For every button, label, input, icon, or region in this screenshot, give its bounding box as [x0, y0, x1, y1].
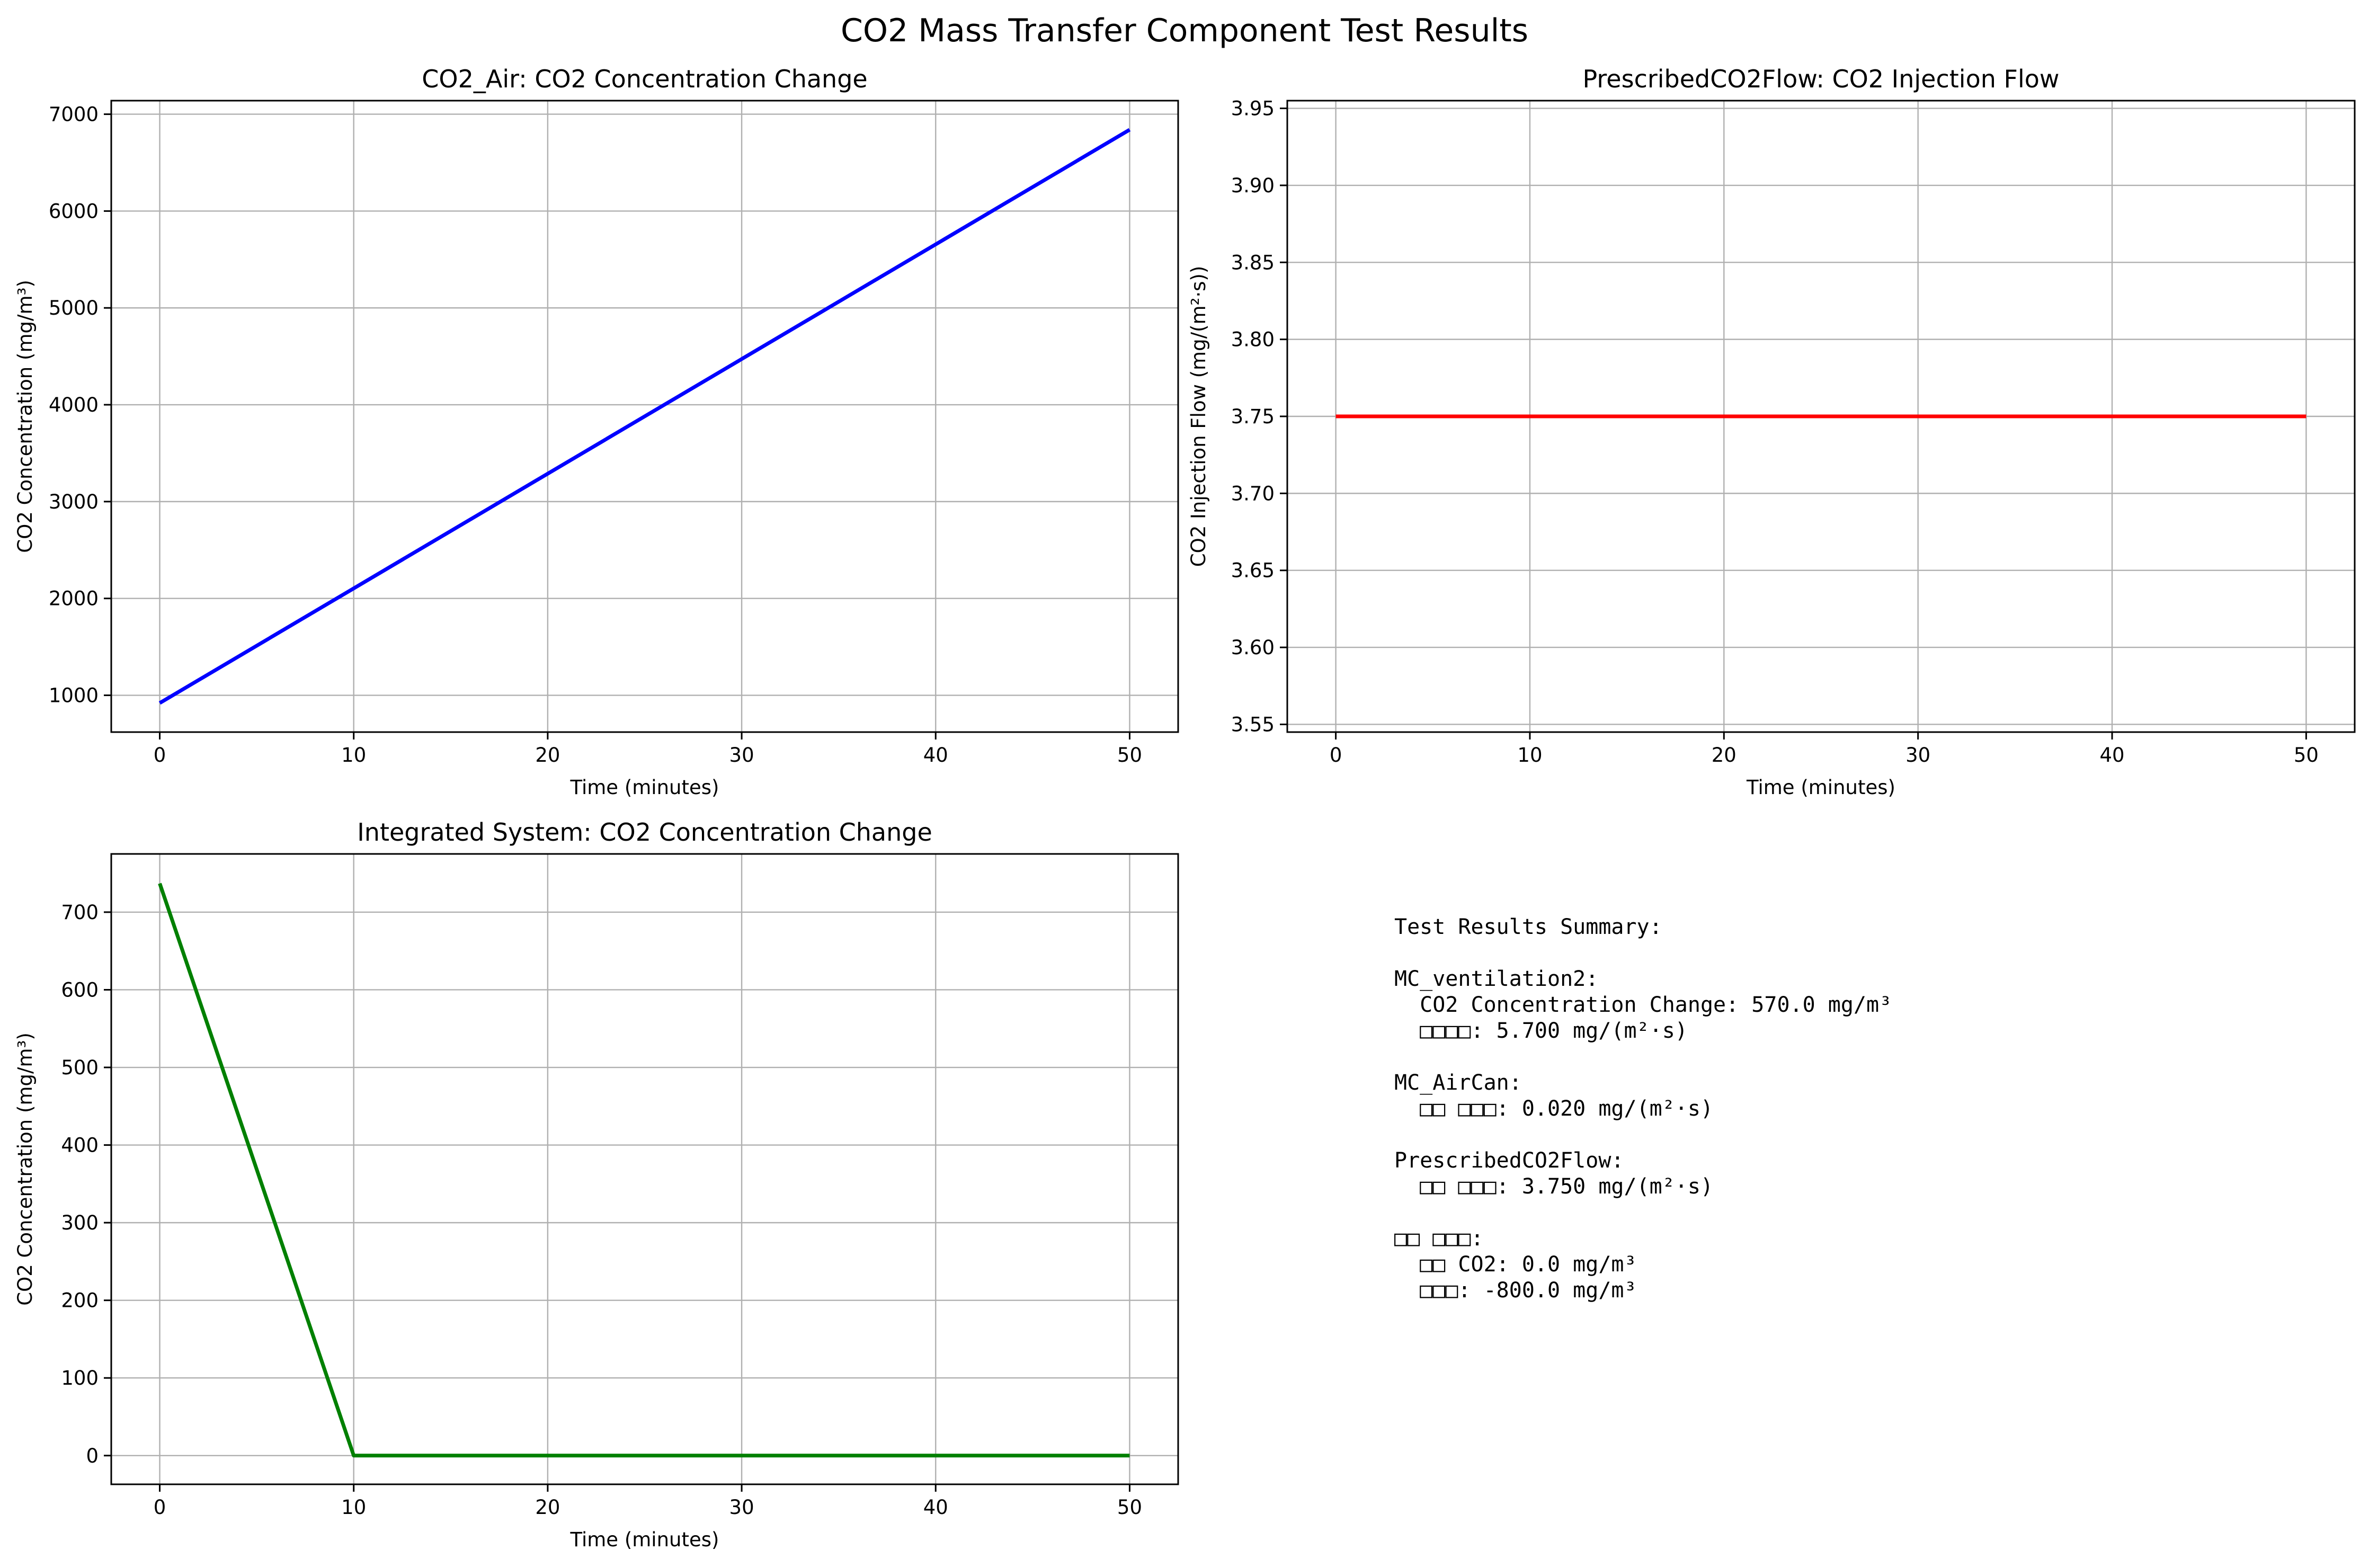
x-axis-label: Time (minutes) [570, 776, 719, 799]
x-tick-label: 30 [729, 1496, 754, 1519]
y-tick-label: 500 [61, 1056, 99, 1079]
y-tick-label: 3.65 [1231, 559, 1275, 582]
x-tick-label: 30 [729, 744, 754, 767]
y-tick-label: 100 [61, 1367, 99, 1389]
y-tick-label: 300 [61, 1211, 99, 1234]
x-tick-label: 40 [923, 1496, 948, 1519]
x-tick-label: 50 [1117, 744, 1142, 767]
chart-title: PrescribedCO2Flow: CO2 Injection Flow [1582, 65, 2059, 93]
summary-line: □□ CO2: 0.0 mg/m³ [1394, 1252, 1637, 1277]
y-tick-label: 3000 [49, 491, 99, 513]
y-tick-label: 3.60 [1231, 636, 1275, 659]
x-tick-label: 20 [535, 1496, 560, 1519]
summary-line: □□ □□□: 3.750 mg/(m²·s) [1394, 1174, 1713, 1199]
x-tick-label: 40 [2099, 744, 2124, 767]
x-tick-label: 0 [154, 744, 166, 767]
chart-prescribed-flow: 0 10 20 30 40 50 3.55 3.60 3.65 3.70 3.75 3.80 3.85 3… [1187, 65, 2356, 799]
figure-title: CO2 Mass Transfer Component Test Results [841, 12, 1528, 49]
y-axis-label: CO2 Concentration (mg/m³) [14, 1032, 37, 1306]
x-tick-label: 50 [2294, 744, 2319, 767]
y-tick-label: 5000 [49, 297, 99, 319]
x-axis-label: Time (minutes) [570, 1528, 719, 1551]
summary-line: □□□□: 5.700 mg/(m²·s) [1394, 1019, 1688, 1043]
x-tick-label: 0 [1330, 744, 1342, 767]
chart-co2-air: 0 10 20 30 40 50 1000 2000 3000 4000 5000 6000 7000 C… [14, 65, 1179, 799]
plot-frame [110, 853, 1179, 1485]
y-tick-label: 3.95 [1231, 97, 1275, 120]
y-tick-label: 3.80 [1231, 328, 1275, 351]
x-tick-label: 10 [341, 744, 366, 767]
y-tick-label: 4000 [49, 394, 99, 416]
chart-integrated-system: 0 10 20 30 40 500100200300400500600700Integra… [14, 818, 1179, 1551]
y-tick-label: 1000 [49, 684, 99, 707]
chart-title: Integrated System: CO2 Concentration Cha… [357, 818, 932, 847]
y-tick-label: 700 [61, 901, 99, 924]
y-tick-label: 0 [86, 1445, 99, 1467]
y-axis-label: CO2 Injection Flow (mg/(m²·s)) [1187, 266, 1210, 567]
y-tick-label: 3.70 [1231, 482, 1275, 505]
x-tick-label: 0 [154, 1496, 166, 1519]
y-tick-label: 6000 [49, 200, 99, 222]
y-tick-label: 2000 [49, 587, 99, 610]
chart-title: CO2_Air: CO2 Concentration Change [422, 65, 867, 93]
summary-line: Test Results Summary: [1394, 915, 1662, 939]
x-tick-label: 20 [1712, 744, 1736, 767]
series-line [158, 128, 1131, 705]
y-tick-label: 7000 [49, 103, 99, 126]
summary-line: MC_AirCan: [1394, 1071, 1522, 1095]
plot-frame [110, 100, 1179, 733]
summary-line: □□□: -800.0 mg/m³ [1394, 1278, 1637, 1303]
y-tick-label: 3.85 [1231, 251, 1275, 274]
y-tick-label: 3.90 [1231, 174, 1275, 197]
summary-line: □□ □□□: 0.020 mg/(m²·s) [1394, 1097, 1713, 1121]
y-tick-label: 3.75 [1231, 405, 1275, 428]
series-line [158, 883, 1130, 1458]
summary-line: □□ □□□: [1394, 1226, 1484, 1251]
x-tick-label: 10 [341, 1496, 366, 1519]
x-tick-label: 20 [535, 744, 560, 767]
x-tick-label: 10 [1517, 744, 1542, 767]
x-tick-label: 30 [1905, 744, 1930, 767]
y-tick-label: 400 [61, 1134, 99, 1157]
summary-line: CO2 Concentration Change: 570.0 mg/m³ [1394, 993, 1892, 1017]
y-axis-label: CO2 Concentration (mg/m³) [14, 280, 37, 553]
summary-panel: Test Results Summary: MC_ventilation2: CO… [1394, 915, 1892, 1303]
x-tick-label: 40 [923, 744, 948, 767]
summary-line: PrescribedCO2Flow: [1394, 1148, 1624, 1173]
y-tick-label: 3.55 [1231, 713, 1275, 736]
summary-line: MC_ventilation2: [1394, 967, 1598, 991]
y-tick-label: 200 [61, 1289, 99, 1312]
x-tick-label: 50 [1117, 1496, 1142, 1519]
y-tick-label: 600 [61, 978, 99, 1001]
x-axis-label: Time (minutes) [1746, 776, 1895, 799]
